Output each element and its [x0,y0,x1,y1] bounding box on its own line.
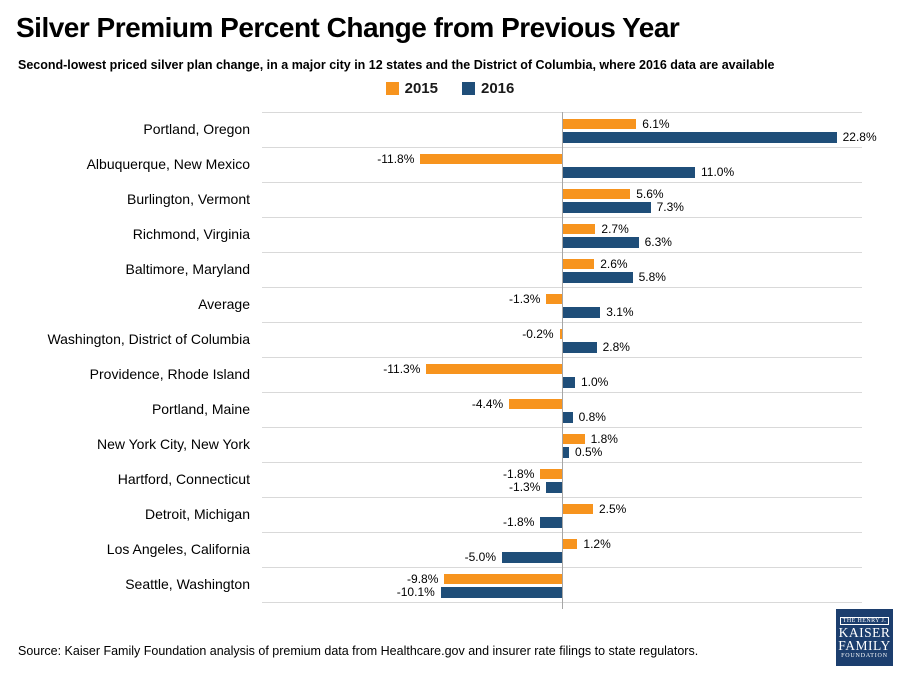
bar-2016 [502,551,562,563]
value-label-2016: 5.8% [638,270,666,284]
value-label-2016: 6.3% [644,235,672,249]
bar-2016 [546,481,562,493]
category-label: Albuquerque, New Mexico [86,156,250,172]
bar-2015 [563,539,578,549]
value-label-2015: 1.2% [583,537,611,551]
bar-2016 [563,446,569,458]
category-label: Baltimore, Maryland [125,261,251,277]
category-label: Portland, Oregon [143,121,250,137]
value-label-2015: 2.5% [599,502,627,516]
bar-2015 [540,469,562,479]
bar-2015 [563,189,631,199]
bar-2016 [563,271,633,283]
bar-2015 [444,574,562,584]
value-label-2015: 2.6% [600,257,628,271]
bar-2016 [563,236,639,248]
legend-swatch-2016-icon [462,82,475,95]
category-label: Washington, District of Columbia [47,331,250,347]
bar-2016 [563,376,575,388]
bar-2016 [563,341,597,353]
page-title: Silver Premium Percent Change from Previ… [16,12,680,43]
bar-2015 [559,329,562,339]
bar-2015 [563,259,595,269]
value-label-2016: -1.3% [509,480,541,494]
bar-2015 [563,504,593,514]
bar-2016 [563,411,573,423]
bar-2016 [563,166,695,178]
legend-item-2015: 2015 [385,80,438,97]
category-label: Los Angeles, California [106,541,250,557]
bar-2016 [540,516,562,528]
value-label-2015: -1.3% [509,292,541,306]
bar-2015 [546,294,562,304]
kff-logo-line-1: THE HENRY J. [839,616,890,625]
bar-2015 [420,154,562,164]
bar-chart: Portland, Oregon Albuquerque, New Mexico B… [0,112,900,612]
kff-logo: THE HENRY J. KAISER FAMILY FOUNDATION [836,609,893,666]
category-label: Portland, Maine [151,401,250,417]
category-label: Providence, Rhode Island [89,366,250,382]
value-label-2015: -11.3% [383,362,421,376]
kff-logo-line-3: FAMILY [838,637,891,653]
category-label: Average [198,296,250,312]
category-label: Detroit, Michigan [144,506,250,522]
kff-logo-line-2: KAISER [838,624,891,640]
value-label-2016: 22.8% [842,130,877,144]
category-label: Burlington, Vermont [127,191,250,207]
value-label-2015: -1.8% [503,467,535,481]
legend-label-2015: 2015 [404,80,438,97]
category-label: Richmond, Virginia [132,226,250,242]
value-label-2015: 1.8% [590,432,618,446]
category-label: New York City, New York [96,436,250,452]
bar-2016 [440,586,562,598]
legend-item-2016: 2016 [462,80,514,97]
bar-2015 [563,119,637,129]
zero-axis-line [562,112,563,609]
category-label: Seattle, Washington [125,576,250,592]
category-label: Hartford, Connecticut [117,471,250,487]
value-label-2015: -9.8% [407,572,439,586]
legend-swatch-2015-icon [385,82,399,95]
bar-2015 [563,224,596,234]
value-label-2016: -10.1% [396,585,435,599]
value-label-2015: -4.4% [471,397,504,411]
value-label-2015: -11.8% [377,152,415,166]
value-label-2016: 11.0% [701,165,735,179]
value-label-2016: -1.8% [503,515,535,529]
value-label-2015: 5.6% [636,187,664,201]
value-label-2016: 0.5% [575,445,603,459]
value-label-2015: -0.2% [522,327,554,341]
bar-2015 [563,434,585,444]
value-label-2016: 3.1% [606,305,634,319]
value-label-2015: 2.7% [601,222,629,236]
bar-2015 [509,399,562,409]
value-label-2016: 2.8% [602,340,630,354]
page-subtitle: Second-lowest priced silver plan change,… [18,58,775,72]
legend-label-2016: 2016 [481,80,515,97]
value-label-2016: -5.0% [464,550,496,564]
value-label-2015: 6.1% [642,117,670,131]
source-note: Source: Kaiser Family Foundation analysi… [18,644,699,658]
bar-2016 [563,201,651,213]
bar-2016 [563,306,601,318]
plot-area: 6.1% 22.8% -11.8% 11.0% 5.6% 7.3% 2.7% 6.3% 2.6%… [262,112,877,609]
chart-legend: 2015 2016 [0,80,900,97]
bar-2015 [426,364,562,374]
value-label-2016: 0.8% [578,410,606,424]
value-label-2016: 1.0% [581,375,609,389]
value-label-2016: 7.3% [656,200,684,214]
kff-logo-line-4: FOUNDATION [841,652,888,659]
bar-2016 [563,131,837,143]
